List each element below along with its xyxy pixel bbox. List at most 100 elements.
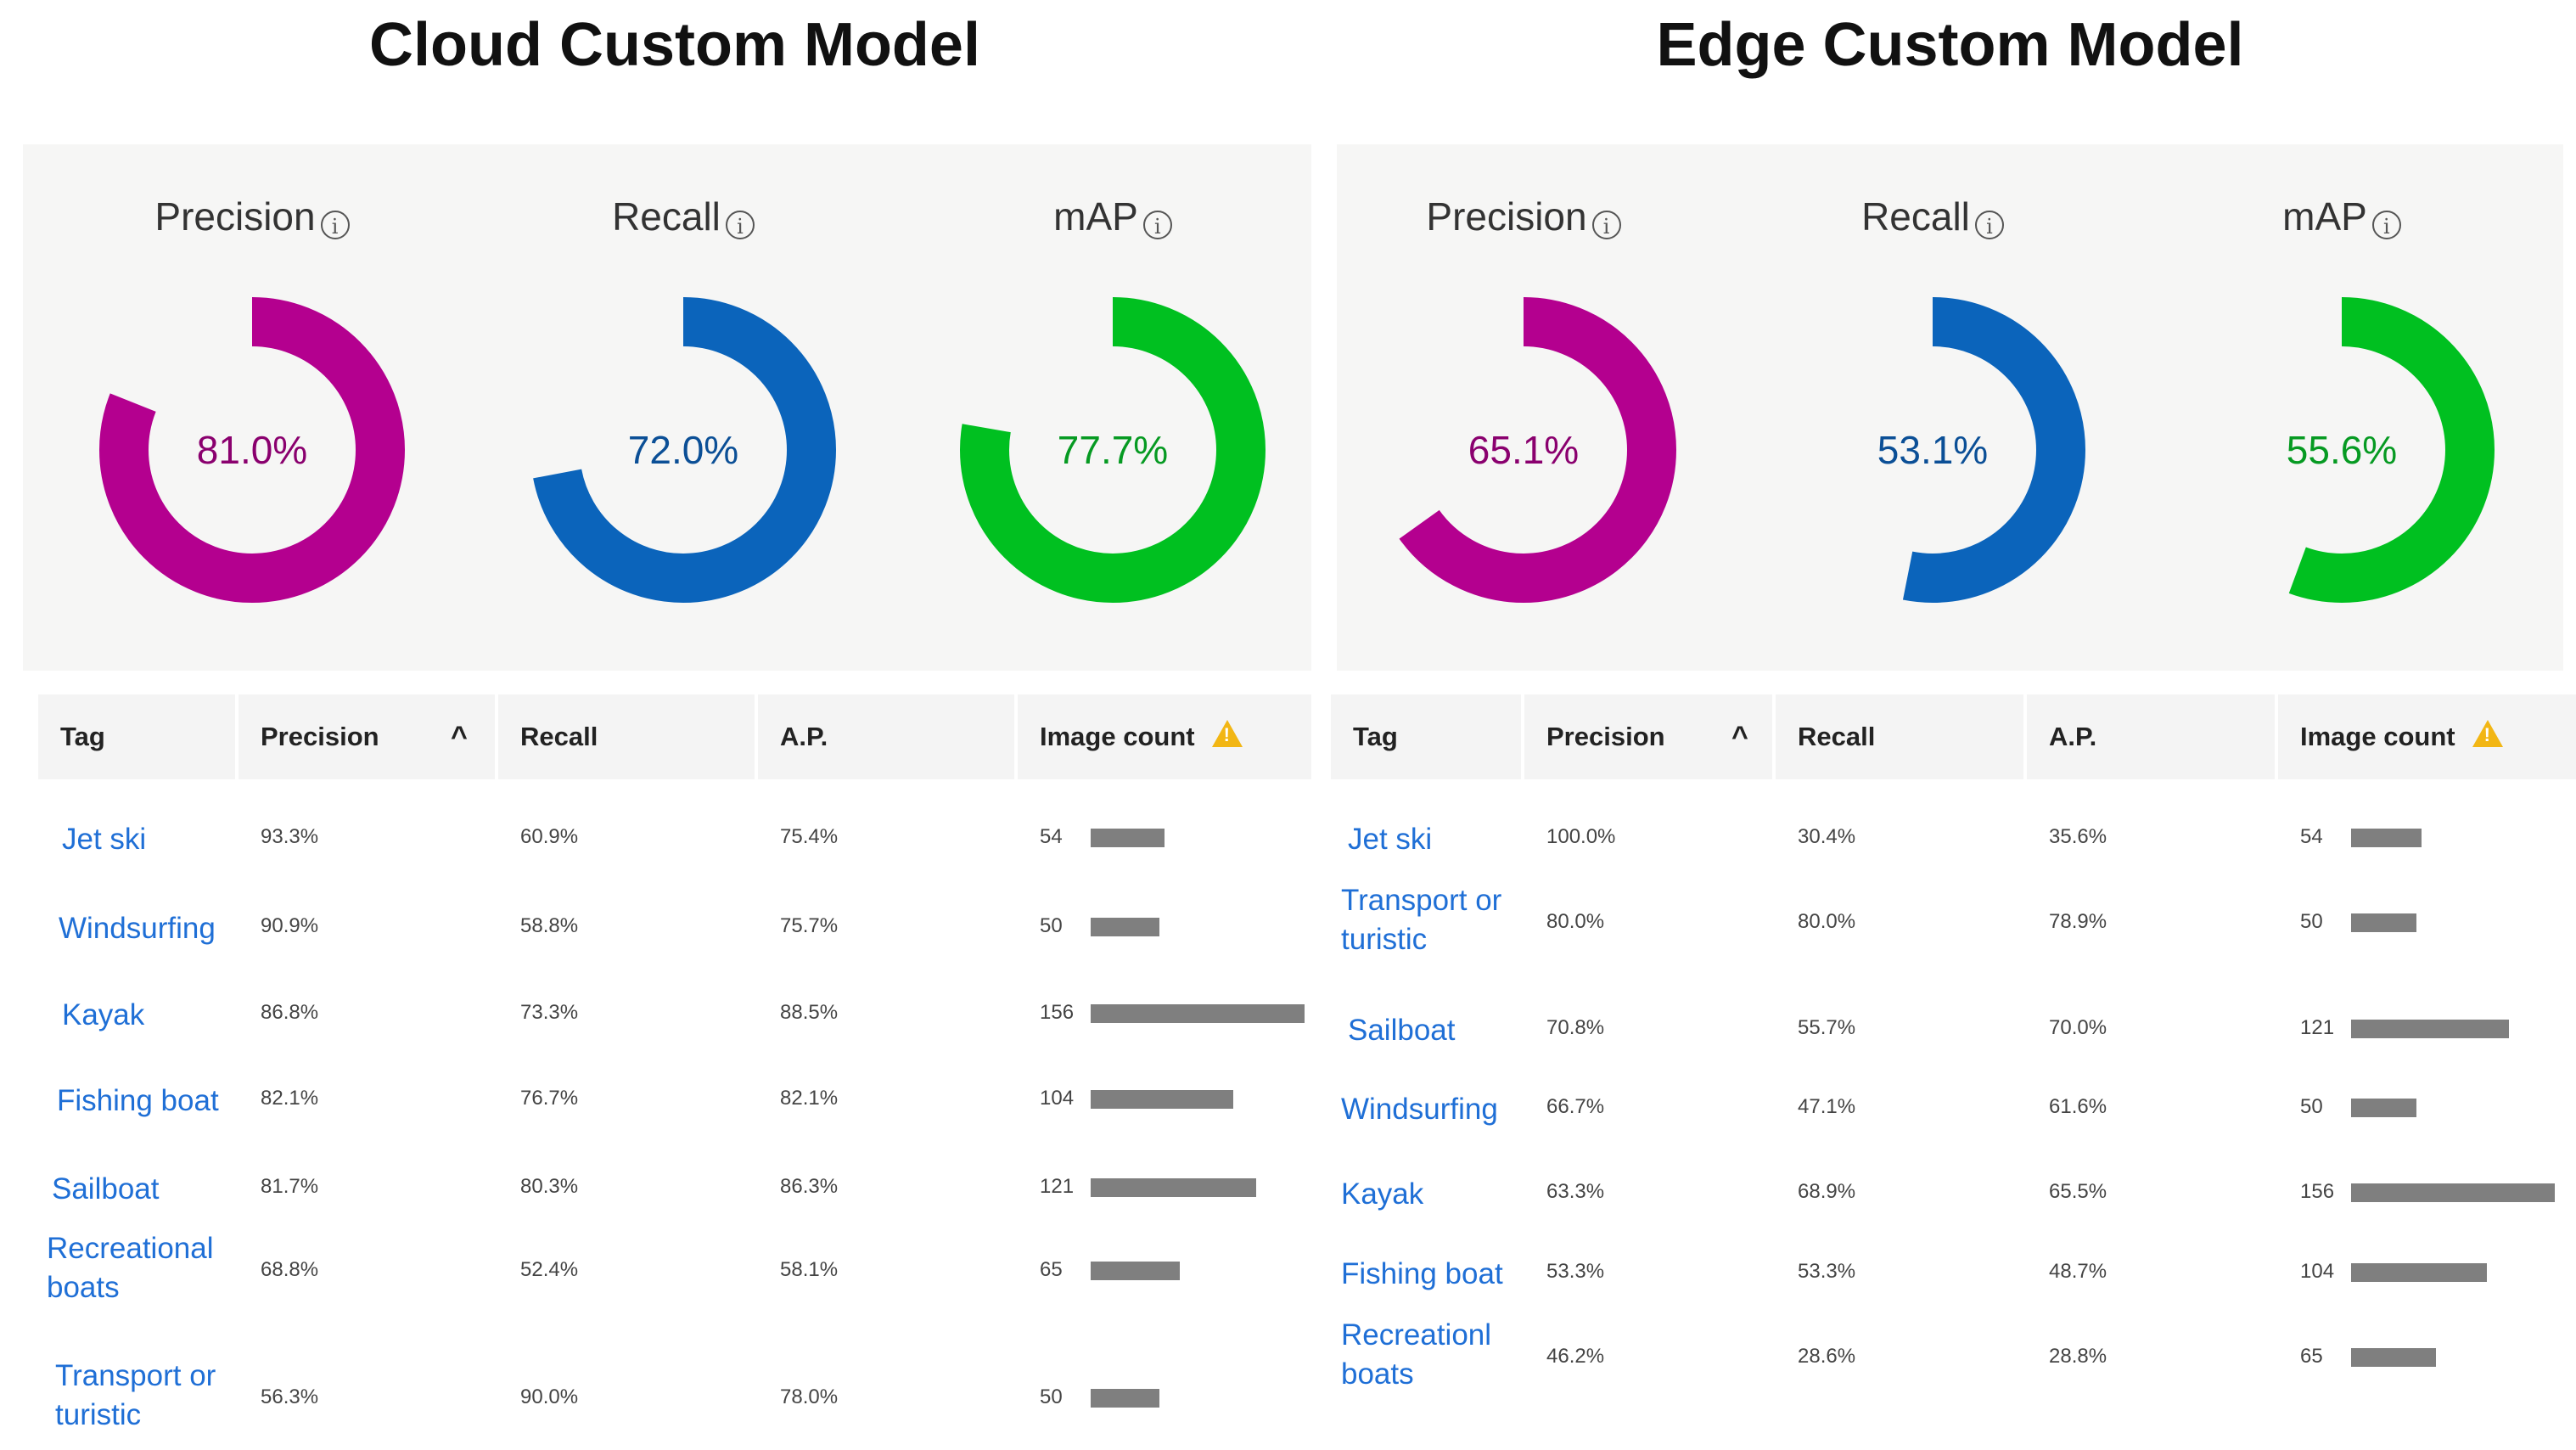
tag-link[interactable]: Recreationl boats: [1341, 1318, 1492, 1391]
cell-precision: 81.7%: [261, 1175, 319, 1198]
info-icon[interactable]: i: [2371, 211, 2401, 239]
table-row[interactable]: Sailboat 70.8% 55.7% 70.0% 121: [1331, 1013, 2576, 1081]
precision-donut: 65.1%: [1371, 297, 1676, 603]
metric-recall: Recall i 53.1%: [1771, 144, 2094, 671]
column-header-recall[interactable]: Recall: [498, 694, 755, 779]
info-icon[interactable]: i: [725, 211, 755, 239]
cell-precision: 63.3%: [1546, 1180, 1605, 1203]
table-row[interactable]: Kayak 63.3% 68.9% 65.5% 156: [1331, 1177, 2576, 1245]
table-row[interactable]: Jet ski 100.0% 30.4% 35.6% 54: [1331, 822, 2576, 890]
sort-ascending-icon[interactable]: ^: [1731, 721, 1748, 753]
table-row[interactable]: Transport or turistic 56.3% 90.0% 78.0% 50: [38, 1359, 1311, 1450]
cell-precision: 53.3%: [1546, 1260, 1605, 1283]
tag-link[interactable]: Jet ski: [62, 823, 147, 856]
metric-title: Recall: [1861, 194, 1970, 239]
metric-title: Precision: [1426, 194, 1587, 239]
table-row[interactable]: Kayak 86.8% 73.3% 88.5% 156: [38, 998, 1311, 1065]
table-row[interactable]: Recreational boats 68.8% 52.4% 58.1% 65: [38, 1232, 1311, 1323]
cell-image-count: 54: [1040, 825, 1063, 848]
tag-link[interactable]: Transport or turistic: [1341, 884, 1502, 956]
tag-link[interactable]: Windsurfing: [59, 912, 216, 945]
table-header: Tag Precision ^ Recall A.P. Image count: [1331, 694, 2576, 779]
column-header-ap[interactable]: A.P.: [2027, 694, 2275, 779]
tag-link[interactable]: Sailboat: [52, 1172, 160, 1206]
column-header-image-count[interactable]: Image count: [2278, 694, 2576, 779]
cell-precision: 68.8%: [261, 1258, 319, 1281]
donut-arc: [1371, 297, 1676, 603]
column-header-precision[interactable]: Precision ^: [1524, 694, 1772, 779]
metrics-panel: Precision i 65.1% Recall i 53.1% mAP i 55.6…: [1337, 144, 2563, 671]
tag-link[interactable]: Sailboat: [1348, 1014, 1456, 1047]
cell-ap: 35.6%: [2049, 825, 2107, 848]
cell-image-count: 54: [2300, 825, 2323, 848]
column-header-ap[interactable]: A.P.: [758, 694, 1014, 779]
tag-link[interactable]: Kayak: [62, 998, 145, 1031]
tag-link[interactable]: Jet ski: [1348, 823, 1433, 856]
edge-model-section: Edge Custom Model Precision i 65.1% Recal…: [1324, 0, 2576, 1446]
tag-link[interactable]: Fishing boat: [1341, 1257, 1503, 1290]
tag-link[interactable]: Recreational boats: [47, 1232, 214, 1304]
donut-ring: [99, 297, 405, 603]
metric-recall: Recall i 72.0%: [522, 144, 845, 671]
image-count-bar: [1091, 918, 1159, 936]
table-row[interactable]: Recreationl boats 46.2% 28.6% 28.8% 65: [1331, 1318, 2576, 1409]
table-row[interactable]: Windsurfing 66.7% 47.1% 61.6% 50: [1331, 1092, 2576, 1160]
tag-link[interactable]: Fishing boat: [57, 1084, 219, 1117]
tag-link[interactable]: Kayak: [1341, 1177, 1424, 1211]
column-header-label: Image count: [1040, 722, 1195, 751]
cell-image-count: 121: [2300, 1016, 2335, 1039]
info-icon[interactable]: i: [1591, 211, 1621, 239]
cell-recall: 30.4%: [1798, 825, 1856, 848]
table-row[interactable]: Sailboat 81.7% 80.3% 86.3% 121: [38, 1172, 1311, 1239]
cell-recall: 47.1%: [1798, 1095, 1856, 1118]
table-row[interactable]: Transport or turistic 80.0% 80.0% 78.9% 50: [1331, 884, 2576, 975]
image-count-bar: [2351, 1183, 2555, 1202]
image-count-bar: [2351, 1348, 2436, 1367]
column-header-tag[interactable]: Tag: [1331, 694, 1521, 779]
donut-arc: [960, 297, 1266, 603]
info-icon[interactable]: i: [1974, 211, 2004, 239]
cell-image-count: 156: [1040, 1001, 1075, 1024]
column-header-precision[interactable]: Precision ^: [239, 694, 495, 779]
image-count-bar: [2351, 1099, 2416, 1117]
map-donut: 55.6%: [2189, 297, 2495, 603]
donut-value: 72.0%: [627, 428, 739, 472]
cell-recall: 90.0%: [520, 1385, 579, 1408]
donut-ring: [960, 297, 1266, 603]
cell-recall: 55.7%: [1798, 1016, 1856, 1039]
cell-image-count: 156: [2300, 1180, 2335, 1203]
tag-link[interactable]: Windsurfing: [1341, 1093, 1498, 1126]
image-count-bar: [2351, 1020, 2509, 1038]
metric-precision: Precision i 65.1%: [1362, 144, 1685, 671]
column-header-label: Image count: [2300, 722, 2455, 751]
column-header-image-count[interactable]: Image count: [1018, 694, 1311, 779]
donut-value: 81.0%: [196, 428, 308, 472]
table-row[interactable]: Fishing boat 53.3% 53.3% 48.7% 104: [1331, 1256, 2576, 1324]
map-donut: 77.7%: [960, 297, 1266, 603]
cell-precision: 90.9%: [261, 914, 319, 937]
column-header-recall[interactable]: Recall: [1776, 694, 2023, 779]
image-count-bar: [1091, 1004, 1305, 1023]
table-row[interactable]: Jet ski 93.3% 60.9% 75.4% 54: [38, 822, 1311, 890]
column-header-tag[interactable]: Tag: [38, 694, 235, 779]
image-count-bar: [2351, 829, 2422, 847]
info-icon[interactable]: i: [1142, 211, 1172, 239]
cell-image-count: 50: [1040, 1385, 1063, 1408]
table-row[interactable]: Windsurfing 90.9% 58.8% 75.7% 50: [38, 911, 1311, 979]
metric-precision: Precision i 81.0%: [91, 144, 413, 671]
cell-image-count: 65: [2300, 1345, 2323, 1368]
donut-arc: [530, 297, 836, 603]
cell-recall: 28.6%: [1798, 1345, 1856, 1368]
precision-donut: 81.0%: [99, 297, 405, 603]
cell-recall: 68.9%: [1798, 1180, 1856, 1203]
cell-recall: 53.3%: [1798, 1260, 1856, 1283]
tag-link[interactable]: Transport or turistic: [55, 1359, 216, 1431]
cell-recall: 58.8%: [520, 914, 579, 937]
column-header-label: Precision: [1546, 722, 1665, 751]
cell-precision: 46.2%: [1546, 1345, 1605, 1368]
info-icon[interactable]: i: [320, 211, 350, 239]
sort-ascending-icon[interactable]: ^: [451, 721, 468, 753]
cell-ap: 28.8%: [2049, 1345, 2107, 1368]
cell-ap: 82.1%: [780, 1087, 839, 1110]
table-row[interactable]: Fishing boat 82.1% 76.7% 82.1% 104: [38, 1083, 1311, 1151]
